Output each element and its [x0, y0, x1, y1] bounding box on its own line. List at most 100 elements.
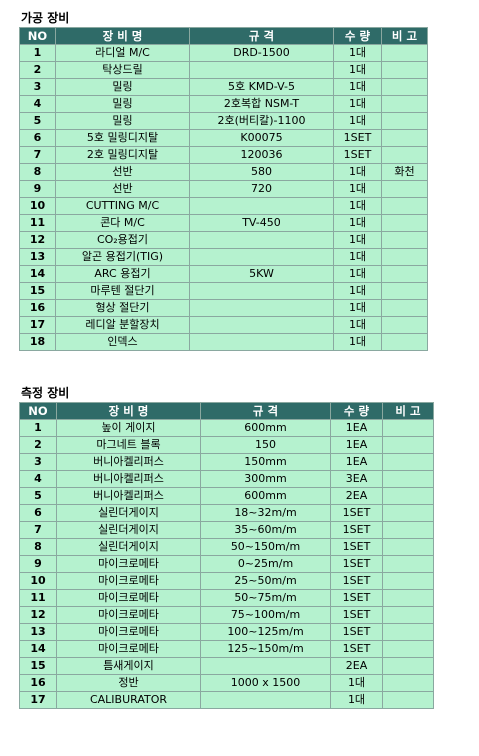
equipment-name-cell: 실린더게이지: [56, 538, 201, 556]
equipment-name-cell: 버니아켈리퍼스: [56, 470, 201, 488]
remarks-cell: [382, 640, 434, 658]
no-cell: 6: [19, 504, 57, 522]
no-cell: 7: [19, 146, 56, 164]
quantity-cell: 1SET: [330, 589, 383, 607]
no-cell: 9: [19, 555, 57, 573]
equipment-name-cell: 형상 절단기: [55, 299, 190, 317]
header-equipment-name: 장 비 명: [55, 27, 190, 45]
equipment-name-cell: 밀링: [55, 95, 190, 113]
specification-cell: [189, 299, 334, 317]
quantity-cell: 1SET: [333, 146, 382, 164]
specification-cell: [189, 282, 334, 300]
equipment-name-cell: 정반: [56, 674, 201, 692]
no-cell: 17: [19, 316, 56, 334]
remarks-cell: [382, 436, 434, 454]
quantity-cell: 1SET: [330, 623, 383, 641]
quantity-cell: 1대: [330, 691, 383, 709]
table-row: 16 정반 1000 x 1500 1대: [19, 674, 434, 692]
quantity-cell: 1대: [333, 180, 382, 198]
remarks-cell: [381, 61, 428, 79]
remarks-cell: [382, 487, 434, 505]
table-row: 3 버니아켈리퍼스 150mm 1EA: [19, 453, 434, 471]
table-row: 16 형상 절단기 1대: [19, 299, 428, 317]
remarks-cell: [382, 674, 434, 692]
remarks-cell: [381, 299, 428, 317]
quantity-cell: 1대: [333, 316, 382, 334]
remarks-cell: [381, 333, 428, 351]
specification-cell: 75~100m/m: [200, 606, 331, 624]
quantity-cell: 1대: [333, 44, 382, 62]
table-row: 8 선반 580 1대 화천: [19, 163, 428, 181]
equipment-name-cell: 레디알 분할장치: [55, 316, 190, 334]
quantity-cell: 1SET: [330, 606, 383, 624]
quantity-cell: 1SET: [330, 504, 383, 522]
quantity-cell: 1EA: [330, 453, 383, 471]
table-row: 10 마이크로메타 25~50m/m 1SET: [19, 572, 434, 590]
specification-cell: DRD-1500: [189, 44, 334, 62]
no-cell: 9: [19, 180, 56, 198]
remarks-cell: [381, 95, 428, 113]
no-cell: 2: [19, 61, 56, 79]
remarks-cell: [381, 180, 428, 198]
table-row: 15 틈새게이지 2EA: [19, 657, 434, 675]
remarks-cell: [381, 231, 428, 249]
quantity-cell: 1SET: [330, 640, 383, 658]
remarks-cell: [382, 453, 434, 471]
equipment-name-cell: 선반: [55, 163, 190, 181]
remarks-cell: [382, 623, 434, 641]
quantity-cell: 1SET: [330, 521, 383, 539]
no-cell: 11: [19, 214, 56, 232]
equipment-name-cell: 5호 밀링디지탈: [55, 129, 190, 147]
no-cell: 15: [19, 657, 57, 675]
specification-cell: [200, 691, 331, 709]
table-row: 9 마이크로메타 0~25m/m 1SET: [19, 555, 434, 573]
remarks-cell: [382, 555, 434, 573]
header-no: NO: [19, 402, 57, 420]
specification-cell: 5호 KMD-V-5: [189, 78, 334, 96]
quantity-cell: 1SET: [330, 555, 383, 573]
no-cell: 16: [19, 299, 56, 317]
no-cell: 3: [19, 78, 56, 96]
equipment-name-cell: 틈새게이지: [56, 657, 201, 675]
equipment-name-cell: 마이크로메타: [56, 606, 201, 624]
no-cell: 12: [19, 606, 57, 624]
equipment-name-cell: 밀링: [55, 112, 190, 130]
quantity-cell: 1대: [333, 214, 382, 232]
specification-cell: K00075: [189, 129, 334, 147]
table-row: 14 마이크로메타 125~150m/m 1SET: [19, 640, 434, 658]
quantity-cell: 1대: [333, 333, 382, 351]
quantity-cell: 2EA: [330, 487, 383, 505]
quantity-cell: 1EA: [330, 419, 383, 437]
specification-cell: 0~25m/m: [200, 555, 331, 573]
quantity-cell: 1SET: [330, 572, 383, 590]
equipment-name-cell: 실린더게이지: [56, 521, 201, 539]
table-row: 13 알곤 용접기(TIG) 1대: [19, 248, 428, 266]
quantity-cell: 1대: [333, 95, 382, 113]
table-row: 1 라디얼 M/C DRD-1500 1대: [19, 44, 428, 62]
specification-cell: 300mm: [200, 470, 331, 488]
header-remarks: 비 고: [381, 27, 428, 45]
no-cell: 13: [19, 248, 56, 266]
specification-cell: [189, 316, 334, 334]
no-cell: 13: [19, 623, 57, 641]
quantity-cell: 1대: [333, 197, 382, 215]
table-row: 10 CUTTING M/C 1대: [19, 197, 428, 215]
specification-cell: [200, 657, 331, 675]
equipment-name-cell: CALIBURATOR: [56, 691, 201, 709]
header-specification: 규 격: [189, 27, 334, 45]
specification-cell: 720: [189, 180, 334, 198]
table-row: 11 마이크로메타 50~75m/m 1SET: [19, 589, 434, 607]
no-cell: 14: [19, 265, 56, 283]
table-row: 15 마루텐 절단기 1대: [19, 282, 428, 300]
equipment-name-cell: 마이크로메타: [56, 589, 201, 607]
no-cell: 8: [19, 163, 56, 181]
remarks-cell: [382, 657, 434, 675]
table-row: 2 마그네트 블록 150 1EA: [19, 436, 434, 454]
table-row: 9 선반 720 1대: [19, 180, 428, 198]
specification-cell: 100~125m/m: [200, 623, 331, 641]
no-cell: 12: [19, 231, 56, 249]
specification-cell: [189, 61, 334, 79]
equipment-name-cell: 밀링: [55, 78, 190, 96]
remarks-cell: [382, 470, 434, 488]
